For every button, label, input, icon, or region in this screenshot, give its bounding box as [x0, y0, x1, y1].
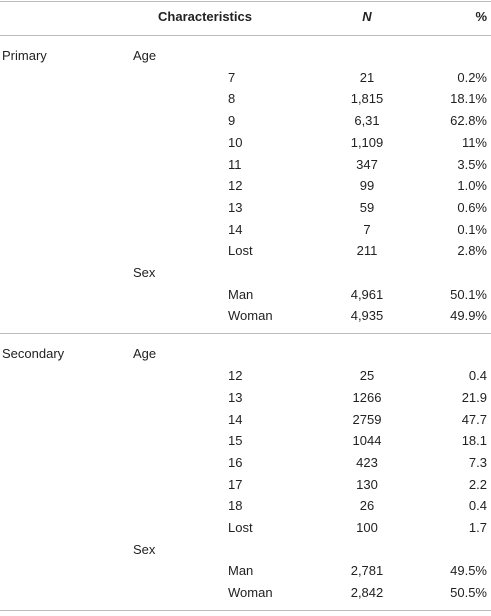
row-label: 11 [228, 156, 242, 172]
row-label: 9 [228, 113, 236, 129]
n-value: 100 [356, 520, 378, 535]
n-value: 25 [359, 368, 375, 384]
n-value: 2,781 [350, 563, 384, 579]
row-label: Woman [228, 585, 273, 601]
row-label: 14 [228, 411, 243, 427]
percent-value: 50.5% [450, 585, 487, 601]
percent-value: 0.4 [468, 498, 487, 514]
n-value: 6,31 [354, 113, 380, 129]
row-label: 15 [228, 433, 243, 449]
row-label: 18 [228, 498, 243, 514]
group-label: Age [133, 48, 157, 63]
percent-value: 3.5% [457, 156, 487, 172]
section-label: Primary [2, 48, 47, 63]
row-label: Woman [228, 308, 273, 324]
row-label: Lost [228, 520, 253, 535]
percent-value: 1.0% [457, 178, 487, 194]
percent-value: 49.5% [450, 563, 487, 579]
percent-value: 18.1% [450, 91, 487, 107]
row-label: Lost [228, 243, 253, 259]
row-label: 13 [228, 389, 243, 405]
percent-value: 0.6% [457, 199, 487, 215]
row-label: Man [228, 563, 254, 579]
bottom-rule [0, 610, 491, 612]
n-value: 1266 [352, 389, 382, 405]
percent-value: 11% [461, 134, 487, 150]
row-label: 13 [228, 199, 243, 215]
section-label: Secondary [2, 346, 65, 362]
header-characteristics: Characteristics [158, 9, 252, 24]
percent-value: 0.1% [457, 221, 487, 237]
row-label: 14 [228, 221, 243, 237]
percent-value: 2.8% [457, 243, 487, 259]
percent-value: 21.9 [461, 389, 487, 405]
row-label: 7 [228, 69, 236, 85]
n-value: 4,935 [350, 308, 384, 324]
group-label: Age [133, 346, 157, 362]
section-rule [0, 333, 491, 335]
n-value: 7 [363, 221, 371, 237]
percent-value: 18.1 [461, 433, 487, 449]
n-value: 130 [356, 476, 378, 492]
group-label: Sex [133, 265, 156, 280]
row-label: 12 [228, 368, 243, 384]
n-value: 1,815 [350, 91, 384, 107]
group-label: Sex [133, 541, 156, 557]
percent-value: 50.1% [450, 286, 487, 302]
n-value: 2759 [352, 411, 382, 427]
header-rule [0, 35, 491, 36]
header-n: N [362, 9, 372, 24]
percent-value: 0.2% [457, 69, 487, 85]
n-value: 21 [359, 69, 375, 85]
n-value: 1,109 [350, 134, 384, 150]
row-label: 16 [228, 454, 243, 470]
row-label: Man [228, 286, 254, 302]
percent-value: 47.7 [461, 411, 487, 427]
percent-value: 1.7 [468, 520, 487, 535]
n-value: 2,842 [350, 585, 384, 601]
n-value: 4,961 [350, 286, 384, 302]
row-label: 10 [228, 134, 243, 150]
percent-value: 7.3 [468, 454, 487, 470]
percent-value: 49.9% [450, 308, 487, 324]
percent-value: 0.4 [468, 368, 487, 384]
top-rule [0, 1, 491, 2]
n-value: 347 [356, 156, 378, 172]
n-value: 26 [359, 498, 375, 514]
row-label: 8 [228, 91, 236, 107]
percent-value: 62.8% [450, 113, 487, 129]
n-value: 423 [356, 454, 378, 470]
n-value: 1044 [352, 433, 382, 449]
percent-value: 2.2 [468, 476, 487, 492]
n-value: 211 [356, 243, 378, 259]
n-value: 59 [359, 199, 375, 215]
n-value: 99 [359, 178, 375, 194]
row-label: 17 [228, 476, 243, 492]
row-label: 12 [228, 178, 243, 194]
header-percent: % [475, 9, 487, 24]
